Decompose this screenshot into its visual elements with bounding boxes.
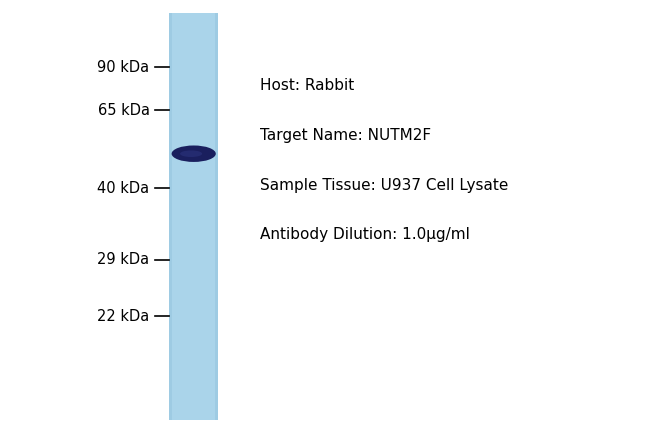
Ellipse shape bbox=[180, 150, 202, 157]
Text: 90 kDa: 90 kDa bbox=[98, 60, 150, 74]
Bar bbox=[169, 13, 218, 420]
Text: Host: Rabbit: Host: Rabbit bbox=[260, 78, 354, 93]
Ellipse shape bbox=[172, 145, 216, 162]
Text: Antibody Dilution: 1.0μg/ml: Antibody Dilution: 1.0μg/ml bbox=[260, 227, 470, 242]
Bar bbox=[169, 13, 172, 420]
Text: Sample Tissue: U937 Cell Lysate: Sample Tissue: U937 Cell Lysate bbox=[260, 178, 508, 193]
Text: 65 kDa: 65 kDa bbox=[98, 103, 150, 118]
Text: 22 kDa: 22 kDa bbox=[98, 309, 150, 323]
Text: Target Name: NUTM2F: Target Name: NUTM2F bbox=[260, 128, 431, 143]
Text: 29 kDa: 29 kDa bbox=[98, 252, 150, 267]
Bar bbox=[214, 13, 218, 420]
Text: 40 kDa: 40 kDa bbox=[98, 181, 150, 196]
